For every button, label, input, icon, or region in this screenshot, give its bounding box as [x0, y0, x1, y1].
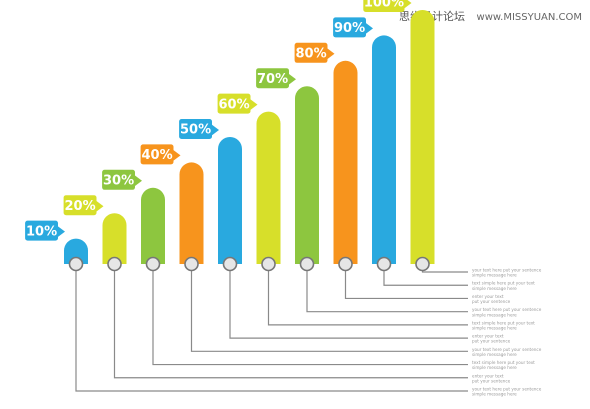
bar: [256, 111, 281, 264]
callout-pointer: [134, 174, 142, 187]
leader-line: [152, 270, 468, 366]
callout-pointer: [211, 124, 219, 136]
callout-label: 30%: [103, 173, 134, 188]
bar: [218, 137, 242, 264]
note-line-2: simple message here: [472, 325, 517, 330]
leader-line: [229, 270, 468, 339]
note-line-1: your text here put your sentence: [472, 268, 542, 273]
note-line-1: enter your text: [472, 373, 504, 378]
callout-box: [63, 195, 97, 216]
bar-base-circle: [222, 256, 238, 272]
callout-label: 10%: [26, 224, 57, 239]
leader-line: [267, 270, 468, 326]
leader-line: [75, 270, 468, 392]
bar-base-circle: [415, 256, 430, 272]
bar-base-circle: [145, 256, 161, 272]
callout-pointer: [326, 47, 335, 60]
callout-pointer: [249, 98, 258, 111]
bar-base-circle: [376, 256, 392, 272]
bar-base-circle: [68, 256, 84, 272]
leader-line: [344, 270, 468, 300]
note-line-1: your text here put your sentence: [472, 387, 542, 392]
leader-line: [383, 270, 468, 286]
callout-label: 80%: [295, 46, 326, 61]
note-line-2: simple message here: [472, 286, 517, 291]
callout-label: 20%: [64, 199, 95, 214]
note-line-1: enter your text: [472, 334, 504, 339]
bar-base-circle: [338, 256, 353, 272]
callout-box: [333, 17, 366, 38]
note-line-2: put your sentence: [472, 339, 511, 344]
callout-pointer: [365, 22, 373, 35]
bar: [179, 162, 204, 264]
note-line-2: put your sentence: [472, 299, 511, 304]
callout-pointer: [172, 149, 181, 162]
note-line-2: put your sentence: [472, 378, 511, 383]
callout-pointer: [288, 73, 296, 86]
bar: [64, 238, 88, 264]
bar-base-circle: [184, 256, 199, 272]
callout-box: [256, 68, 289, 89]
leader-line: [190, 270, 468, 352]
bar: [333, 60, 358, 264]
callout-label: 90%: [334, 21, 365, 36]
bar: [102, 213, 127, 264]
watermark-site: www.MISSYUAN.COM: [476, 12, 582, 23]
note-line-1: your text here put your sentence: [472, 307, 542, 312]
callout-label: 100%: [364, 0, 404, 11]
callout-label: 50%: [180, 123, 211, 138]
callout-box: [179, 119, 212, 139]
callout-box: [25, 220, 59, 241]
callout-label: 60%: [218, 97, 249, 112]
note-line-2: simple message here: [472, 392, 517, 397]
callout-box: [102, 169, 135, 190]
leader-line: [306, 270, 468, 313]
note-line-2: simple message here: [472, 312, 517, 317]
callout-label: 40%: [141, 148, 172, 163]
callout-box: [140, 144, 174, 165]
bar: [410, 10, 435, 264]
bar-base-circle: [299, 256, 315, 272]
note-line-2: simple message here: [472, 273, 517, 278]
note-line-1: text simple here put your text: [472, 320, 535, 325]
note-line-2: simple message here: [472, 365, 517, 370]
note-line-1: text simple here put your text: [472, 281, 535, 286]
callout-pointer: [95, 200, 104, 213]
note-line-2: simple message here: [472, 352, 517, 357]
callout-box: [363, 0, 405, 12]
note-line-1: text simple here put your text: [472, 360, 535, 365]
callout-label: 70%: [257, 72, 288, 87]
bar-base-circle: [107, 256, 122, 272]
note-line-1: enter your text: [472, 294, 504, 299]
bar: [372, 35, 396, 265]
callout-box: [217, 93, 251, 114]
bar: [141, 187, 165, 264]
leader-line: [113, 270, 468, 379]
leader-line: [421, 270, 468, 273]
bar-base-circle: [261, 256, 276, 272]
note-line-1: your text here put your sentence: [472, 347, 542, 352]
bar: [295, 86, 319, 264]
callout-box: [294, 42, 328, 63]
callout-pointer: [57, 225, 65, 238]
callout-pointer: [403, 0, 412, 9]
